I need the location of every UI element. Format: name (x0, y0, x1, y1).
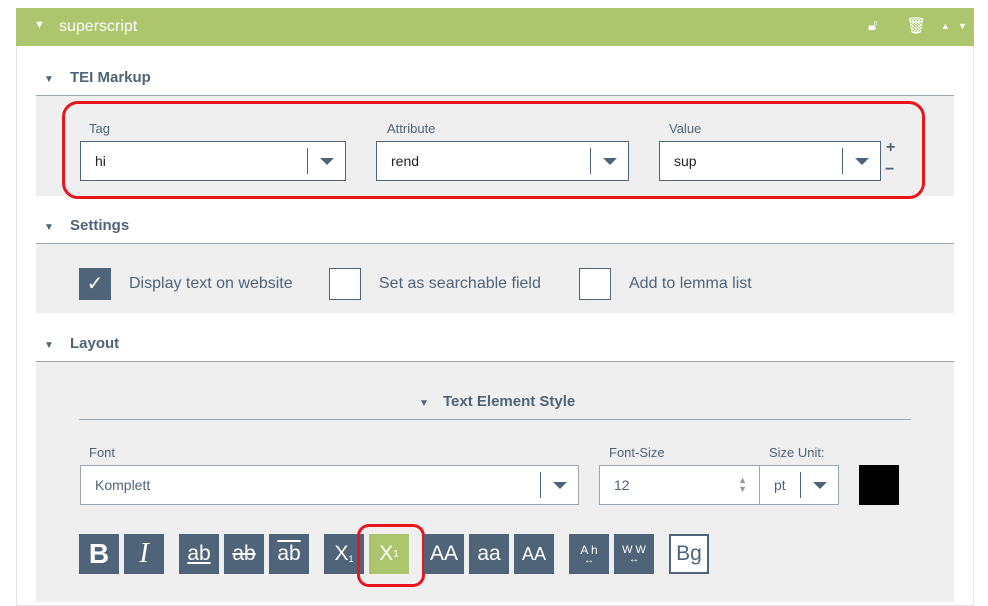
move-down-icon[interactable]: ▼ (958, 21, 967, 31)
chevron-down-icon[interactable] (800, 472, 838, 498)
collapse-icon[interactable]: ▼ (34, 19, 45, 31)
button-label: I (139, 538, 149, 569)
bold-button[interactable]: B (79, 534, 119, 574)
button-label: ab (187, 542, 211, 565)
underline-button[interactable]: ab (179, 534, 219, 574)
overline-button[interactable]: ab (269, 534, 309, 574)
unlock-icon[interactable]: 🔓︎ (868, 17, 878, 34)
value-select[interactable]: sup (659, 141, 881, 181)
attribute-label: Attribute (387, 121, 436, 136)
section-settings[interactable]: ▼ Settings (44, 217, 130, 234)
font-select[interactable]: Komplett (80, 465, 579, 505)
button-label: aa (477, 542, 501, 565)
attribute-value: rend (391, 153, 420, 169)
small-caps-button[interactable]: AA (514, 534, 554, 574)
tag-label: Tag (89, 121, 110, 136)
subsection-title: Text Element Style (443, 393, 576, 410)
unit-value: pt (774, 477, 786, 493)
letter-spacing-button[interactable]: A h ↔ (569, 534, 609, 574)
highlight-annotation (62, 101, 925, 199)
button-label: X (379, 542, 394, 565)
font-label: Font (89, 445, 116, 460)
lowercase-button[interactable]: aa (469, 534, 509, 574)
attribute-select[interactable]: rend (376, 141, 629, 181)
lemma-checkbox[interactable] (579, 268, 611, 300)
font-value: Komplett (95, 477, 151, 493)
button-label: AA (429, 542, 458, 565)
strikethrough-button[interactable]: ab (224, 534, 264, 574)
searchable-label: Set as searchable field (379, 275, 541, 292)
section-title: TEI Markup (70, 69, 151, 86)
italic-button[interactable]: I (124, 534, 164, 574)
font-size-label: Font-Size (609, 445, 665, 460)
display-text-label: Display text on website (129, 275, 293, 292)
section-title: Layout (70, 335, 120, 352)
settings-box (36, 244, 954, 313)
font-size-value: 12 (614, 477, 630, 493)
add-button[interactable]: + (886, 139, 896, 156)
word-spacing-button[interactable]: W W ↔ (614, 534, 654, 574)
chevron-down-icon[interactable] (590, 148, 628, 174)
tag-select[interactable]: hi (80, 141, 346, 181)
uppercase-button[interactable]: AA (424, 534, 464, 574)
value-value: sup (674, 153, 697, 169)
button-label: X (334, 542, 349, 565)
button-label: Bg (676, 542, 702, 565)
value-label: Value (669, 121, 702, 136)
button-label: A h (580, 543, 598, 557)
background-button[interactable]: Bg (669, 534, 709, 574)
section-title: Settings (70, 217, 130, 234)
sup-label: 1 (393, 548, 399, 560)
font-size-input[interactable]: 12 ▲ ▼ (599, 465, 760, 505)
divider (36, 95, 954, 96)
divider (36, 243, 954, 244)
display-text-checkbox[interactable]: ✓ (79, 268, 111, 300)
tag-value: hi (95, 153, 106, 169)
section-layout[interactable]: ▼ Layout (44, 335, 120, 352)
trash-icon[interactable]: 🗑︎ (906, 18, 927, 35)
arrow-icon: ↔ (584, 555, 594, 566)
lemma-label: Add to lemma list (629, 275, 752, 292)
chevron-down-icon[interactable] (842, 148, 880, 174)
move-up-icon[interactable]: ▲ (941, 21, 950, 31)
divider (36, 361, 954, 362)
section-tei-markup[interactable]: ▼ TEI Markup (44, 69, 151, 86)
searchable-checkbox[interactable] (329, 268, 361, 300)
panel-title: superscript (59, 18, 138, 35)
size-unit-label: Size Unit: (769, 445, 825, 460)
button-label: B (88, 538, 110, 569)
button-label: ab (277, 542, 301, 565)
panel-header[interactable]: ▼ superscript 🔓︎ 🗑︎ ▲ ▼ (16, 8, 974, 46)
remove-button[interactable]: − (885, 161, 895, 178)
size-unit-select[interactable]: pt (759, 465, 839, 505)
button-label: ab (232, 542, 256, 565)
stepper-icon[interactable]: ▲ ▼ (738, 475, 747, 494)
highlight-annotation (357, 524, 425, 587)
text-element-style-toggle[interactable]: ▼ Text Element Style (419, 393, 576, 410)
button-label: AA (521, 543, 546, 564)
color-swatch[interactable] (859, 465, 899, 505)
chevron-down-icon[interactable] (307, 148, 345, 174)
divider (79, 419, 911, 420)
arrow-icon: ↔ (629, 554, 639, 565)
button-label: W W (622, 544, 646, 556)
chevron-down-icon[interactable] (540, 472, 578, 498)
